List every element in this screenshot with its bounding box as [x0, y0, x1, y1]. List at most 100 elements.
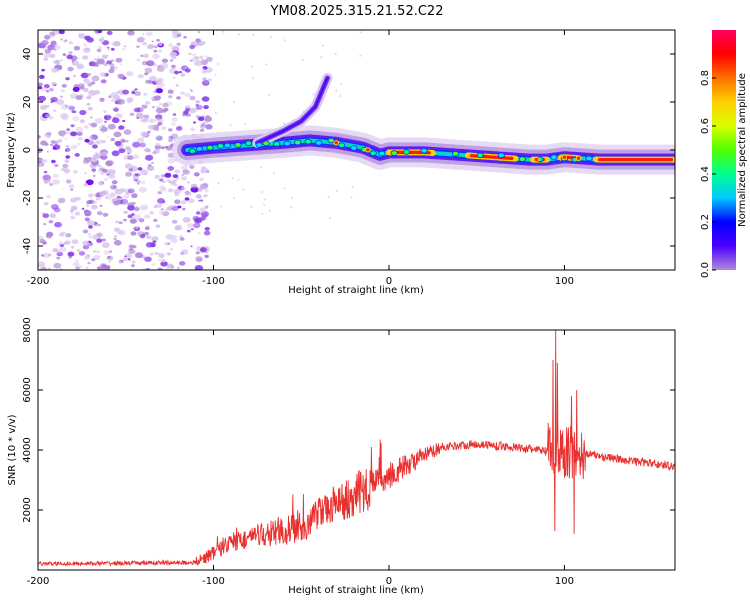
- noise-blob: [142, 105, 144, 107]
- noise-blob: [78, 33, 80, 35]
- noise-blob: [109, 261, 111, 263]
- ridge-node: [263, 141, 269, 146]
- noise-blob: [145, 155, 153, 161]
- noise-blob: [61, 104, 69, 110]
- noise-blob: [203, 105, 209, 109]
- noise-blob: [82, 208, 85, 210]
- noise-blob: [72, 61, 75, 63]
- noise-blob: [44, 171, 47, 173]
- noise-blob: [118, 230, 126, 236]
- noise-blob: [109, 251, 112, 253]
- noise-blob: [171, 238, 178, 243]
- noise-blob: [135, 88, 138, 90]
- noise-blob: [88, 123, 92, 126]
- noise-blob: [120, 188, 126, 192]
- noise-blob: [87, 103, 90, 105]
- noise-blob: [161, 126, 166, 130]
- noise-blob: [72, 116, 79, 121]
- noise-blob: [139, 218, 145, 222]
- noise-blob: [92, 162, 99, 167]
- noise-blob: [97, 140, 103, 144]
- noise-blob: [47, 135, 51, 138]
- colorbar-tick-label: 0.6: [700, 118, 711, 134]
- y-tick-label: 6000: [22, 377, 33, 402]
- noise-speck: [290, 206, 292, 208]
- noise-blob: [78, 137, 83, 140]
- noise-blob: [53, 110, 56, 112]
- noise-blob: [152, 263, 156, 266]
- noise-blob: [169, 205, 173, 208]
- noise-blob: [114, 132, 122, 138]
- noise-blob: [46, 90, 49, 92]
- noise-blob: [91, 81, 95, 84]
- noise-blob: [84, 125, 89, 128]
- noise-blob: [83, 229, 89, 233]
- colorbar-gradient: [712, 30, 736, 270]
- noise-blob: [108, 174, 115, 179]
- noise-speck: [268, 94, 270, 96]
- noise-blob: [97, 211, 103, 215]
- noise-blob: [180, 252, 185, 255]
- noise-blob: [108, 124, 116, 130]
- noise-blob: [122, 120, 125, 122]
- noise-blob: [79, 251, 85, 256]
- noise-blob: [79, 110, 86, 115]
- noise-blob: [132, 142, 140, 148]
- ridge-node: [403, 150, 409, 155]
- noise-blob: [117, 196, 121, 199]
- noise-speck: [269, 210, 271, 212]
- noise-blob: [138, 74, 144, 78]
- ridge-node: [245, 141, 251, 146]
- noise-blob: [115, 113, 122, 118]
- noise-blob: [146, 226, 150, 229]
- noise-blob: [101, 127, 108, 132]
- noise-blob: [66, 179, 72, 183]
- noise-blob: [39, 75, 45, 79]
- noise-blob: [180, 92, 184, 95]
- noise-blob: [190, 89, 192, 91]
- noise-blob: [190, 127, 195, 131]
- noise-blob: [149, 119, 155, 123]
- noise-blob: [157, 67, 164, 72]
- noise-blob: [153, 219, 157, 222]
- noise-blob: [177, 34, 181, 37]
- noise-speck: [359, 31, 361, 33]
- noise-blob: [161, 187, 167, 192]
- noise-blob: [161, 259, 165, 262]
- noise-blob: [182, 169, 189, 174]
- noise-blob: [168, 90, 174, 94]
- noise-blob: [49, 220, 53, 223]
- noise-speck: [237, 179, 239, 181]
- noise-blob: [43, 213, 50, 218]
- x-tick-label: -100: [202, 276, 225, 287]
- noise-blob: [158, 253, 165, 258]
- noise-blob: [110, 92, 118, 98]
- noise-blob: [37, 135, 41, 138]
- noise-blob: [100, 263, 107, 268]
- noise-blob: [79, 266, 81, 268]
- noise-speck: [229, 124, 231, 126]
- noise-blob: [145, 68, 153, 74]
- noise-blob: [157, 122, 162, 126]
- noise-blob: [147, 47, 149, 49]
- noise-blob: [155, 143, 160, 147]
- noise-blob: [113, 238, 117, 241]
- snr-x-label: Height of straight line (km): [288, 585, 424, 596]
- ridge-node: [189, 149, 195, 154]
- noise-blob: [41, 160, 43, 162]
- noise-blob: [53, 60, 60, 65]
- noise-blob: [98, 165, 102, 168]
- ridge-node: [295, 140, 301, 145]
- noise-speck: [328, 196, 330, 198]
- noise-speck: [252, 34, 254, 36]
- noise-blob: [71, 124, 75, 127]
- noise-blob: [198, 31, 200, 33]
- noise-blob: [189, 45, 195, 49]
- noise-blob: [63, 53, 67, 56]
- noise-blob: [51, 82, 56, 86]
- noise-blob: [44, 202, 49, 205]
- noise-blob: [66, 233, 72, 237]
- noise-blob: [68, 252, 75, 257]
- noise-blob: [76, 95, 83, 100]
- noise-speck: [270, 36, 272, 38]
